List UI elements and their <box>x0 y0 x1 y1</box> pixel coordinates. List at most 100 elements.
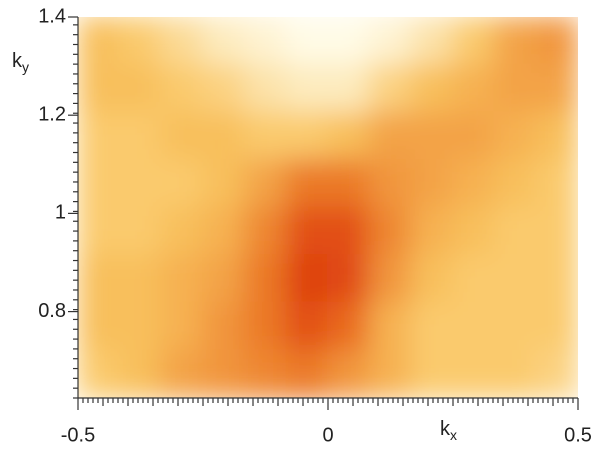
heatmap-cell <box>535 206 578 257</box>
heatmap-cell <box>535 349 578 398</box>
x-tick-label: -0.5 <box>61 424 95 446</box>
heatmap-cell <box>452 111 496 161</box>
x-label-base: k <box>440 418 451 440</box>
heatmap-cell <box>202 111 246 161</box>
heatmap-cell <box>327 158 371 209</box>
heatmap-cell <box>452 254 496 304</box>
heatmap-cell <box>243 63 288 114</box>
heatmap-cell <box>78 301 121 352</box>
heatmap-cell <box>493 301 538 352</box>
x-label-sub: x <box>450 427 457 443</box>
heatmap-cell <box>160 63 204 114</box>
heatmap-cell <box>160 111 204 161</box>
heatmap-cell <box>327 111 371 161</box>
heatmap-cell <box>160 158 204 209</box>
heatmap-cell <box>410 111 454 161</box>
heatmap-cell <box>285 111 329 161</box>
heatmap-cell <box>243 301 288 352</box>
heatmap-cell <box>118 301 163 352</box>
heatmap-cell <box>535 254 578 304</box>
heatmap-cell <box>410 254 454 304</box>
heatmap-cell <box>78 349 121 398</box>
heatmap-cell <box>285 63 329 114</box>
heatmap-cell <box>493 254 538 304</box>
heatmap-cell <box>285 206 329 257</box>
heatmap-cell <box>410 349 454 398</box>
heatmap-cell <box>327 301 371 352</box>
heatmap-cell <box>160 254 204 304</box>
heatmap-cell <box>535 63 578 114</box>
x-axis-label: kx <box>440 418 457 442</box>
heatmap <box>78 17 578 398</box>
heatmap-cell <box>78 17 121 66</box>
heatmap-cell <box>285 349 329 398</box>
heatmap-cell <box>493 349 538 398</box>
heatmap-cell <box>78 111 121 161</box>
x-tick-label: 0.5 <box>564 424 592 446</box>
heatmap-cell <box>118 206 163 257</box>
heatmap-cell <box>78 254 121 304</box>
heatmap-cell <box>452 17 496 66</box>
heatmap-cell <box>410 158 454 209</box>
heatmap-cell <box>202 17 246 66</box>
heatmap-cell <box>493 206 538 257</box>
heatmap-cell <box>493 63 538 114</box>
heatmap-cell <box>535 158 578 209</box>
heatmap-cell <box>452 301 496 352</box>
heatmap-cell <box>78 158 121 209</box>
heatmap-cell <box>493 111 538 161</box>
heatmap-cell <box>118 111 163 161</box>
heatmap-cell <box>327 349 371 398</box>
heatmap-cell <box>160 349 204 398</box>
heatmap-cell <box>243 158 288 209</box>
heatmap-cell <box>202 254 246 304</box>
heatmap-cell <box>452 158 496 209</box>
heatmap-cell <box>243 17 288 66</box>
heatmap-cell <box>410 206 454 257</box>
heatmap-cell <box>285 158 329 209</box>
heatmap-cell <box>285 17 329 66</box>
heatmap-cell <box>160 206 204 257</box>
heatmap-cell <box>493 17 538 66</box>
y-tick-label: 0.8 <box>38 300 66 322</box>
heatmap-cell <box>327 17 371 66</box>
heatmap-cell <box>327 63 371 114</box>
y-label-base: k <box>12 50 23 72</box>
heatmap-cell <box>118 254 163 304</box>
heatmap-cell <box>118 17 163 66</box>
heatmap-cell <box>327 254 371 304</box>
heatmap-cell <box>78 63 121 114</box>
heatmap-cell <box>452 349 496 398</box>
heatmap-cell <box>202 206 246 257</box>
heatmap-cell <box>118 63 163 114</box>
heatmap-cell <box>327 206 371 257</box>
heatmap-cell <box>243 349 288 398</box>
heatmap-cell <box>535 17 578 66</box>
heatmap-cell <box>410 17 454 66</box>
heatmap-cell <box>368 17 413 66</box>
heatmap-cell <box>452 206 496 257</box>
heatmap-cell <box>118 349 163 398</box>
heatmap-cell <box>285 254 329 304</box>
heatmap-cell <box>410 63 454 114</box>
heatmap-cell <box>160 17 204 66</box>
heatmap-cell <box>78 206 121 257</box>
y-tick-label: 1 <box>55 202 66 224</box>
heatmap-cell <box>535 111 578 161</box>
heatmap-cell <box>243 254 288 304</box>
heatmap-cell <box>202 301 246 352</box>
heatmap-cell <box>368 349 413 398</box>
y-axis-label: ky <box>12 50 29 74</box>
heatmap-cell <box>368 111 413 161</box>
heatmap-cell <box>535 301 578 352</box>
heatmap-cell <box>368 158 413 209</box>
heatmap-cell <box>160 301 204 352</box>
x-tick-label: 0 <box>322 424 333 446</box>
heatmap-cell <box>243 206 288 257</box>
y-label-sub: y <box>22 59 29 75</box>
heatmap-cell <box>410 301 454 352</box>
heatmap-cell <box>368 301 413 352</box>
heatmap-cell <box>368 63 413 114</box>
heatmap-cell <box>118 158 163 209</box>
y-tick-label: 1.2 <box>38 103 66 125</box>
